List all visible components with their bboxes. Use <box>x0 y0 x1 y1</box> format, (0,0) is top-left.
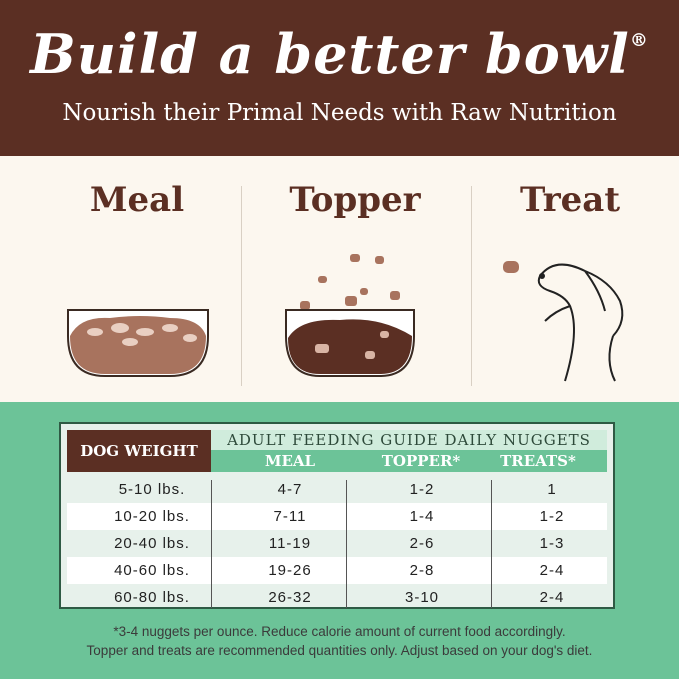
table-row: 20-40 lbs. 11-19 2-6 1-3 <box>67 530 607 557</box>
cell-topper: 2-6 <box>409 535 435 552</box>
footnote-line: *3-4 nuggets per ounce. Reduce calorie a… <box>113 624 566 639</box>
cell-weight: 40-60 lbs. <box>114 562 190 579</box>
column-divider <box>491 480 492 608</box>
headline: Build a better bowl® <box>0 22 679 86</box>
cell-treats: 1-2 <box>539 508 565 525</box>
cell-meal: 26-32 <box>268 589 312 606</box>
treat-label: Treat <box>519 180 621 220</box>
table-row: 5-10 lbs. 4-7 1-2 1 <box>67 476 607 503</box>
cell-weight: 20-40 lbs. <box>114 535 190 552</box>
col-topper: TOPPER* <box>381 452 461 470</box>
uses-section: Meal Topper Treat <box>0 156 679 402</box>
feeding-guide-table: DOG WEIGHT ADULT FEEDING GUIDE DAILY NUG… <box>59 422 615 609</box>
topper-label: Topper <box>289 180 421 220</box>
cell-topper: 2-8 <box>409 562 435 579</box>
cell-meal: 11-19 <box>268 535 312 552</box>
subtitle: Nourish their Primal Needs with Raw Nutr… <box>62 100 617 126</box>
cell-meal: 4-7 <box>277 481 303 498</box>
cell-topper: 1-2 <box>409 481 435 498</box>
cell-weight: 10-20 lbs. <box>114 508 190 525</box>
cell-meal: 19-26 <box>268 562 312 579</box>
cell-topper: 3-10 <box>404 589 440 606</box>
header-banner: Build a better bowl® Nourish their Prima… <box>0 0 679 156</box>
cell-treats: 1-3 <box>539 535 565 552</box>
registered-mark: ® <box>629 30 649 51</box>
guide-header: ADULT FEEDING GUIDE DAILY NUGGETS <box>211 430 607 450</box>
topper-bowl-icon <box>285 254 415 377</box>
meal-bowl-icon <box>67 309 209 377</box>
cell-treats: 1 <box>547 481 557 498</box>
feeding-section: DOG WEIGHT ADULT FEEDING GUIDE DAILY NUG… <box>0 402 679 679</box>
headline-text: Build a better bowl <box>30 22 630 86</box>
table-header: DOG WEIGHT ADULT FEEDING GUIDE DAILY NUG… <box>67 430 607 472</box>
cell-treats: 2-4 <box>539 562 565 579</box>
divider <box>241 186 242 386</box>
dog-treat-icon <box>503 261 624 382</box>
footnote-line: Topper and treats are recommended quanti… <box>86 643 593 658</box>
column-divider <box>211 480 212 608</box>
cell-topper: 1-4 <box>409 508 435 525</box>
col-treats: TREATS* <box>500 452 576 470</box>
cell-meal: 7-11 <box>273 508 307 525</box>
divider <box>471 186 472 386</box>
table-row: 40-60 lbs. 19-26 2-8 2-4 <box>67 557 607 584</box>
meal-label: Meal <box>89 180 185 220</box>
column-headers: MEAL TOPPER* TREATS* <box>211 450 607 472</box>
cell-weight: 60-80 lbs. <box>114 589 190 606</box>
table-row: 10-20 lbs. 7-11 1-4 1-2 <box>67 503 607 530</box>
column-divider <box>346 480 347 608</box>
cell-weight: 5-10 lbs. <box>118 481 186 498</box>
table-row: 60-80 lbs. 26-32 3-10 2-4 <box>67 584 607 611</box>
col-meal: MEAL <box>264 452 316 470</box>
cell-treats: 2-4 <box>539 589 565 606</box>
dog-weight-header: DOG WEIGHT <box>67 430 211 472</box>
footnote: *3-4 nuggets per ounce. Reduce calorie a… <box>0 622 679 660</box>
